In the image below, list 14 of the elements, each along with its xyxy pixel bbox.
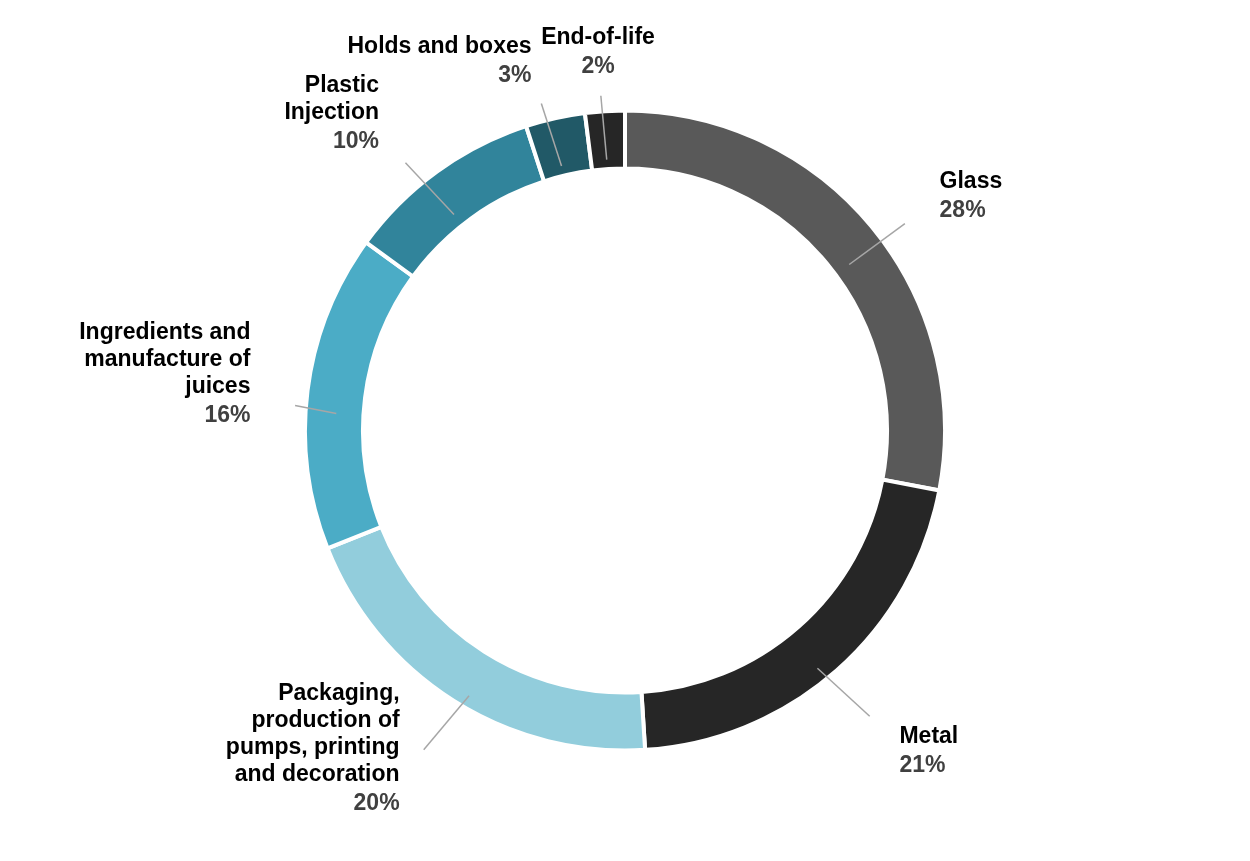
slice-label: Packaging, production of pumps, printing and decoration bbox=[225, 678, 400, 786]
data-label: 28% bbox=[939, 196, 986, 223]
data-label: 2% bbox=[581, 51, 615, 78]
slice-label: End-of-life bbox=[541, 22, 655, 49]
data-label: 21% bbox=[899, 751, 946, 778]
data-label: 10% bbox=[332, 127, 379, 154]
slice-label: Holds and boxes bbox=[347, 31, 532, 58]
data-label: 3% bbox=[498, 60, 532, 87]
data-label: 20% bbox=[353, 788, 400, 815]
slice-label: Metal bbox=[899, 722, 959, 749]
slice-label: Plastic Injection bbox=[284, 71, 380, 125]
data-label: 16% bbox=[204, 400, 251, 427]
slice-label: Ingredients and manufacture of juices bbox=[79, 317, 251, 398]
slice-label: Glass bbox=[939, 167, 1003, 194]
